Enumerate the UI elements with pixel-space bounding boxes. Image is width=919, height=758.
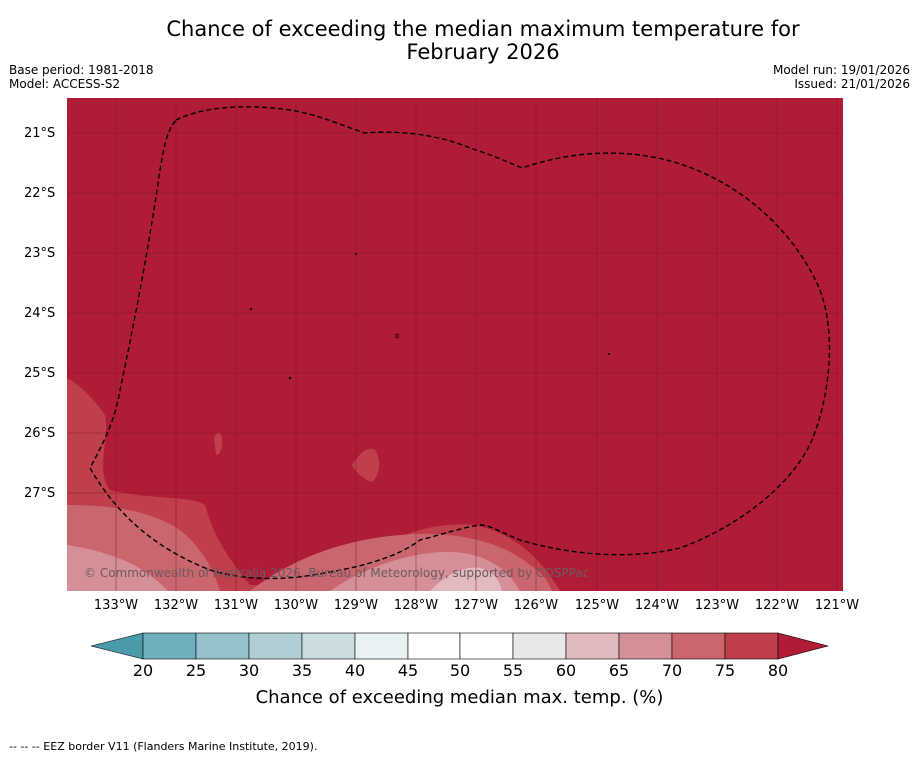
lon-label-130w: 130°W [273,598,319,613]
lon-label-132w: 132°W [153,598,199,613]
lat-label-24s: 24°S [24,306,56,321]
colorbar-bin-20-25 [142,632,197,660]
lon-label-129w: 129°W [333,598,379,613]
islands [249,252,611,380]
colorbar-bin-25-30 [195,632,250,660]
lat-label-26s: 26°S [24,426,56,441]
lon-label-126w: 126°W [513,598,559,613]
lon-label-133w: 133°W [93,598,139,613]
colorbar-tick-70: 70 [661,661,683,680]
colorbar-bin-75-80 [724,632,779,660]
region-55-60 [430,567,502,591]
colorbar-tick-60: 60 [555,661,577,680]
lat-label-23s: 23°S [24,246,56,261]
colorbar-bin-60-65 [565,632,620,660]
lon-label-123w: 123°W [694,598,740,613]
map-title: Chance of exceeding the median maximum t… [0,18,919,64]
meta-left: Base period: 1981-2018 Model: ACCESS-S2 [9,63,154,91]
colorbar-tick-50: 50 [449,661,471,680]
colorbar-tick-80: 80 [767,661,789,680]
graticule [67,98,843,591]
copyright-notice: © Commonwealth of Australia 2026, Bureau… [84,566,589,580]
colorbar-tick-25: 25 [185,661,207,680]
colorbar-tick-30: 30 [238,661,260,680]
lon-label-121w: 121°W [814,598,860,613]
colorbar-tick-65: 65 [608,661,630,680]
lon-label-128w: 128°W [393,598,439,613]
lon-label-122w: 122°W [754,598,800,613]
lon-label-125w: 125°W [574,598,620,613]
colorbar-tick-40: 40 [344,661,366,680]
colorbar-tick-45: 45 [397,661,419,680]
region-60-65 [67,545,168,591]
title-line-1: Chance of exceeding the median maximum t… [166,17,800,41]
issued-date: Issued: 21/01/2026 [794,77,910,91]
base-period: Base period: 1981-2018 [9,63,154,77]
colorbar-bin-35-40 [301,632,356,660]
colorbar-label: Chance of exceeding median max. temp. (%… [255,687,664,708]
eez-footnote: -- -- -- EEZ border V11 (Flanders Marine… [9,740,318,753]
colorbar-bin-55-60 [512,632,567,660]
colorbar-extend-high [777,632,830,660]
lat-label-25s: 25°S [24,366,56,381]
colorbar-bin-65-70 [618,632,673,660]
colorbar-tick-75: 75 [714,661,736,680]
colorbar-tick-20: 20 [132,661,154,680]
lon-label-131w: 131°W [213,598,259,613]
lon-label-127w: 127°W [453,598,499,613]
lat-label-22s: 22°S [24,186,56,201]
colorbar-tick-55: 55 [502,661,524,680]
colorbar-bin-50-55 [459,632,514,660]
meta-right: Model run: 19/01/2026 Issued: 21/01/2026 [773,63,910,91]
lat-label-21s: 21°S [24,126,56,141]
colorbar-bin-70-75 [671,632,726,660]
lat-label-27s: 27°S [24,486,56,501]
model-run: Model run: 19/01/2026 [772,63,910,77]
lon-label-124w: 124°W [634,598,680,613]
eez-border [89,106,831,580]
colorbar-bin-45-50 [407,632,461,660]
colorbar [90,632,830,660]
colorbar-extend-low [90,632,144,660]
region-70-75-island-b [214,432,223,455]
colorbar-bin-40-45 [354,632,409,660]
title-line-2: February 2026 [406,40,560,64]
region-70-75-island [352,448,380,482]
colorbar-tick-35: 35 [291,661,313,680]
model-name: Model: ACCESS-S2 [9,77,121,91]
colorbar-bin-30-35 [248,632,303,660]
